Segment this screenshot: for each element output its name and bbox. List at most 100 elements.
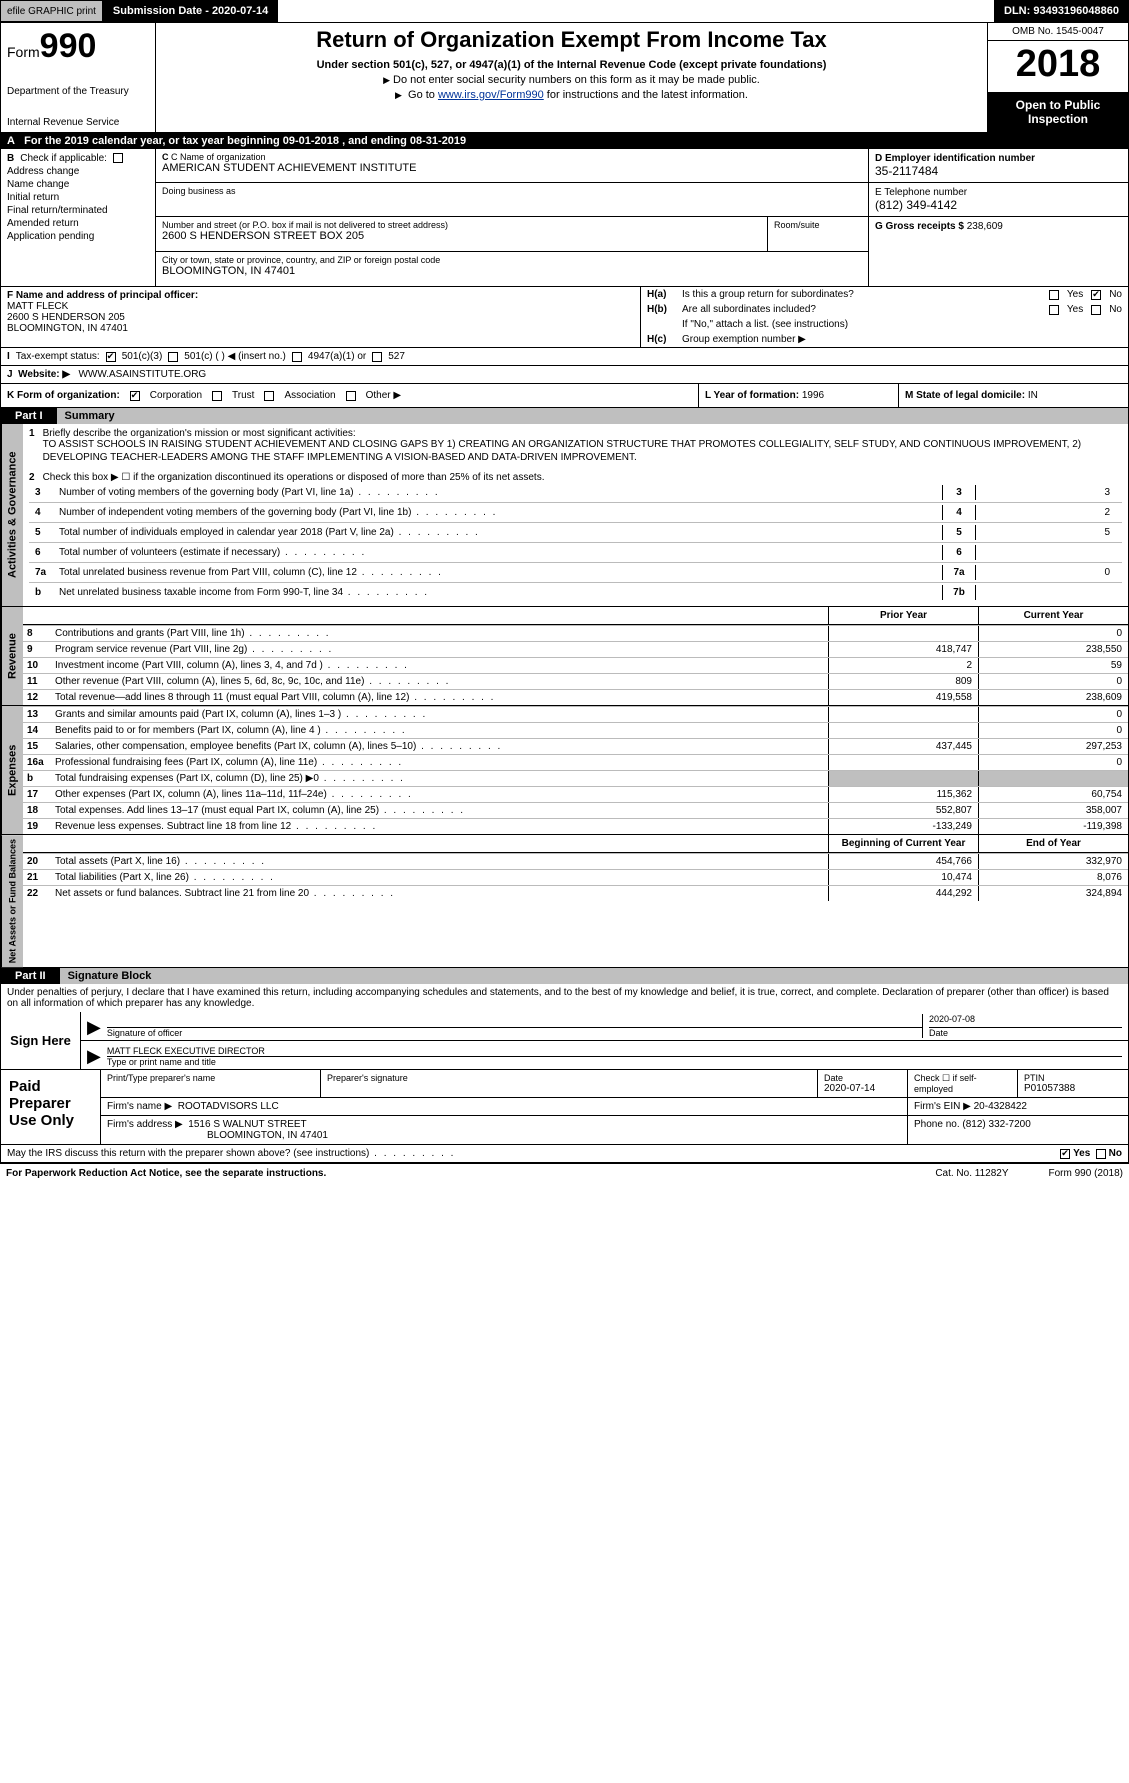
line-box: 4 <box>942 505 976 520</box>
fin-line: 13Grants and similar amounts paid (Part … <box>23 706 1128 722</box>
chk-corporation[interactable] <box>130 391 140 401</box>
chk-4947[interactable] <box>292 352 302 362</box>
line-desc: Total liabilities (Part X, line 26) <box>51 870 828 885</box>
efile-print-button[interactable]: efile GRAPHIC print <box>0 0 103 22</box>
hb-no-checkbox[interactable] <box>1091 305 1101 315</box>
fin-line: 12Total revenue—add lines 8 through 11 (… <box>23 689 1128 705</box>
ptin-value: P01057388 <box>1024 1083 1122 1094</box>
line-desc: Number of independent voting members of … <box>59 507 942 518</box>
prior-year-value <box>828 723 978 738</box>
box-g-label: G Gross receipts $ <box>875 221 964 232</box>
box-b-top-checkbox[interactable] <box>113 153 123 163</box>
line-num: 12 <box>23 690 51 705</box>
dba-label: Doing business as <box>162 186 862 196</box>
chk-final-return: Final return/terminated <box>7 205 108 216</box>
line-num: 4 <box>35 507 59 518</box>
org-name-block: C C Name of organization AMERICAN STUDEN… <box>156 149 868 183</box>
form-id-block: Form990 Department of the Treasury Inter… <box>1 23 156 132</box>
ha-yes: Yes <box>1067 289 1083 300</box>
box-l: L Year of formation: 1996 <box>698 384 898 407</box>
line-desc: Total unrelated business revenue from Pa… <box>59 567 942 578</box>
box-i-letter: I <box>7 351 10 362</box>
line-num: 6 <box>35 547 59 558</box>
current-year-value: 0 <box>978 707 1128 722</box>
prior-year-value: 2 <box>828 658 978 673</box>
cat-no: Cat. No. 11282Y <box>935 1168 1008 1179</box>
chk-association[interactable] <box>264 391 274 401</box>
form-year-block: OMB No. 1545-0047 2018 Open to Public In… <box>988 23 1128 132</box>
vert-activities-governance: Activities & Governance <box>1 424 23 606</box>
line-num: 3 <box>35 487 59 498</box>
chk-527[interactable] <box>372 352 382 362</box>
discuss-row: May the IRS discuss this return with the… <box>1 1145 1128 1163</box>
dba-block: Doing business as <box>156 183 868 217</box>
discuss-yes-checkbox[interactable] <box>1060 1149 1070 1159</box>
discuss-no-checkbox[interactable] <box>1096 1149 1106 1159</box>
line-num: 22 <box>23 886 51 901</box>
form-ref: Form 990 (2018) <box>1049 1168 1123 1179</box>
revenue-header: Prior Year Current Year <box>23 607 1128 625</box>
sig-disclaimer: Under penalties of perjury, I declare th… <box>1 984 1128 1012</box>
form-number: Form990 <box>7 27 149 66</box>
prior-year-value <box>828 755 978 770</box>
prior-year-value: 419,558 <box>828 690 978 705</box>
line-num: 7a <box>35 567 59 578</box>
fin-line: bTotal fundraising expenses (Part IX, co… <box>23 770 1128 786</box>
street-label: Number and street (or P.O. box if mail i… <box>162 220 761 230</box>
discuss-no: No <box>1109 1148 1122 1159</box>
name-title-label: Type or print name and title <box>107 1057 1122 1067</box>
line-desc: Total fundraising expenses (Part IX, col… <box>51 771 828 786</box>
prep-date-label: Date <box>824 1073 901 1083</box>
row-f-h: F Name and address of principal officer:… <box>1 287 1128 348</box>
box-b-letter: B <box>7 153 14 164</box>
box-e: E Telephone number (812) 349-4142 <box>869 183 1128 217</box>
col-end-year: End of Year <box>978 835 1128 853</box>
line-desc: Total number of individuals employed in … <box>59 527 942 538</box>
line-desc: Total revenue—add lines 8 through 11 (mu… <box>51 690 828 705</box>
expenses-section: Expenses 13Grants and similar amounts pa… <box>1 706 1128 835</box>
prep-sig-label: Preparer's signature <box>327 1073 811 1083</box>
box-e-label: E Telephone number <box>875 187 967 198</box>
prior-year-value: -133,249 <box>828 819 978 834</box>
box-m-label: M State of legal domicile: <box>905 390 1025 401</box>
dept-irs: Internal Revenue Service <box>7 117 149 128</box>
state-domicile: IN <box>1028 390 1038 401</box>
open-to-public: Open to Public Inspection <box>988 92 1128 132</box>
form-title-block: Return of Organization Exempt From Incom… <box>156 23 988 132</box>
fin-line: 21Total liabilities (Part X, line 26)10,… <box>23 869 1128 885</box>
line-num: 15 <box>23 739 51 754</box>
firm-addr-label: Firm's address ▶ <box>107 1119 183 1130</box>
fin-line: 9Program service revenue (Part VIII, lin… <box>23 641 1128 657</box>
fin-line: 15Salaries, other compensation, employee… <box>23 738 1128 754</box>
ha-no-checkbox[interactable] <box>1091 290 1101 300</box>
opt-other: Other ▶ <box>366 390 401 401</box>
org-name: AMERICAN STUDENT ACHIEVEMENT INSTITUTE <box>162 162 862 174</box>
current-year-value: 0 <box>978 723 1128 738</box>
chk-trust[interactable] <box>212 391 222 401</box>
line-desc: Total expenses. Add lines 13–17 (must eq… <box>51 803 828 818</box>
ha-yes-checkbox[interactable] <box>1049 290 1059 300</box>
org-name-label: C Name of organization <box>171 152 266 162</box>
chk-501c3[interactable] <box>106 352 116 362</box>
form-header: Form990 Department of the Treasury Inter… <box>1 23 1128 133</box>
line-num: 5 <box>35 527 59 538</box>
hb-yes-checkbox[interactable] <box>1049 305 1059 315</box>
line-desc: Other expenses (Part IX, column (A), lin… <box>51 787 828 802</box>
form-title: Return of Organization Exempt From Incom… <box>164 27 979 53</box>
hb-text: Are all subordinates included? <box>682 304 816 315</box>
current-year-value: 60,754 <box>978 787 1128 802</box>
line-value: 2 <box>976 505 1116 520</box>
firm-addr-1: 1516 S WALNUT STREET <box>188 1119 306 1130</box>
part1-title: Summary <box>57 408 1128 424</box>
irs-link[interactable]: www.irs.gov/Form990 <box>438 89 544 101</box>
line-num: 20 <box>23 854 51 869</box>
line-num: 14 <box>23 723 51 738</box>
part1-governance: Activities & Governance 1 Briefly descri… <box>1 424 1128 607</box>
chk-501c[interactable] <box>168 352 178 362</box>
officer-name: MATT FLECK <box>7 301 68 312</box>
line-desc: Program service revenue (Part VIII, line… <box>51 642 828 657</box>
netassets-header: Beginning of Current Year End of Year <box>23 835 1128 853</box>
opt-assoc: Association <box>284 390 335 401</box>
chk-other[interactable] <box>346 391 356 401</box>
ein-value: 35-2117484 <box>875 164 938 178</box>
